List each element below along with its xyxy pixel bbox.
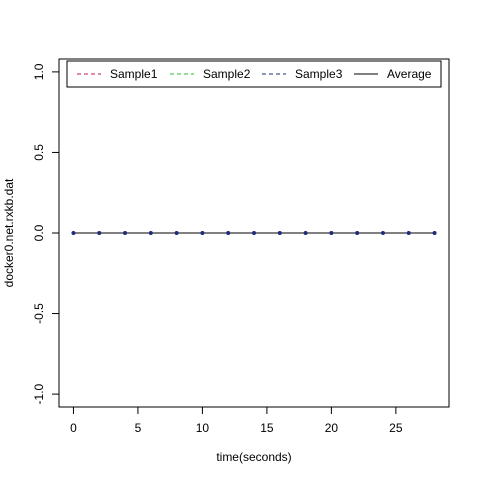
data-point: [148, 231, 153, 235]
y-tick-label: 1.0: [32, 63, 46, 80]
data-point: [174, 231, 179, 235]
y-tick-label: -0.5: [32, 303, 46, 324]
data-point: [406, 231, 411, 235]
legend-label-average: Average: [387, 67, 432, 81]
data-point: [380, 231, 385, 235]
plot-area: [71, 231, 437, 235]
x-tick-label: 20: [325, 421, 339, 435]
data-point: [123, 231, 128, 235]
data-point: [432, 231, 437, 235]
data-point: [71, 231, 76, 235]
y-tick-label: 0.0: [32, 224, 46, 241]
data-point: [200, 231, 205, 235]
legend: Sample1 Sample2 Sample3 Average: [66, 60, 442, 88]
data-point: [226, 231, 231, 235]
x-tick-label: 15: [260, 421, 274, 435]
y-axis-title: docker0.net.rxkb.dat: [2, 178, 16, 287]
y-tick-label: 0.5: [32, 144, 46, 161]
x-axis-title: time(seconds): [216, 450, 291, 464]
data-point: [252, 231, 256, 235]
x-tick-label: 25: [389, 421, 403, 435]
data-point: [277, 231, 282, 235]
legend-label-sample1: Sample1: [110, 67, 158, 81]
x-tick-label: 0: [70, 421, 77, 435]
data-point: [97, 231, 102, 235]
x-tick-label: 5: [135, 421, 142, 435]
data-point: [303, 231, 308, 235]
data-point: [329, 231, 334, 235]
data-point: [355, 231, 360, 235]
legend-box: [66, 60, 442, 88]
plot-frame: [58, 58, 450, 408]
x-tick-label: 10: [196, 421, 210, 435]
legend-label-sample2: Sample2: [203, 67, 251, 81]
y-tick-label: -1.0: [32, 383, 46, 404]
legend-label-sample3: Sample3: [295, 67, 343, 81]
